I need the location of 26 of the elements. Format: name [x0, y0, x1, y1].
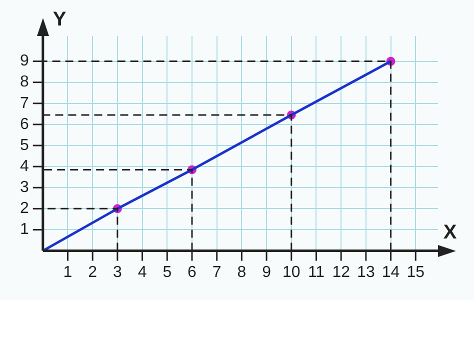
- y-tick-label: 4: [20, 158, 29, 175]
- x-tick-label: 14: [382, 264, 400, 281]
- x-tick-label: 15: [406, 264, 425, 281]
- y-axis-title: Y: [52, 8, 67, 31]
- x-tick-label: 6: [188, 264, 197, 281]
- x-tick-label: 13: [357, 264, 375, 281]
- y-tick-label: 3: [20, 179, 29, 196]
- x-tick-label: 12: [332, 264, 350, 281]
- x-tick-label: 10: [282, 264, 300, 281]
- x-tick-label: 1: [63, 264, 72, 281]
- x-tick-label: 7: [212, 264, 222, 281]
- x-tick-label: 8: [237, 264, 246, 281]
- y-tick-label: 2: [20, 200, 29, 218]
- y-tick-label: 5: [20, 136, 29, 154]
- x-axis-title: X: [443, 221, 458, 244]
- x-tick-label: 2: [88, 264, 98, 281]
- x-tick-label: 3: [112, 264, 122, 281]
- y-tick-label: 7: [20, 94, 29, 112]
- x-tick-label: 5: [162, 264, 172, 281]
- x-tick-label: 4: [138, 264, 147, 281]
- y-tick-label: 9: [20, 52, 29, 70]
- y-tick-label: 6: [20, 116, 29, 133]
- y-tick-label: 1: [20, 221, 29, 238]
- x-tick-label: 11: [308, 264, 325, 281]
- x-tick-label: 9: [262, 264, 272, 281]
- y-tick-label: 8: [20, 74, 29, 91]
